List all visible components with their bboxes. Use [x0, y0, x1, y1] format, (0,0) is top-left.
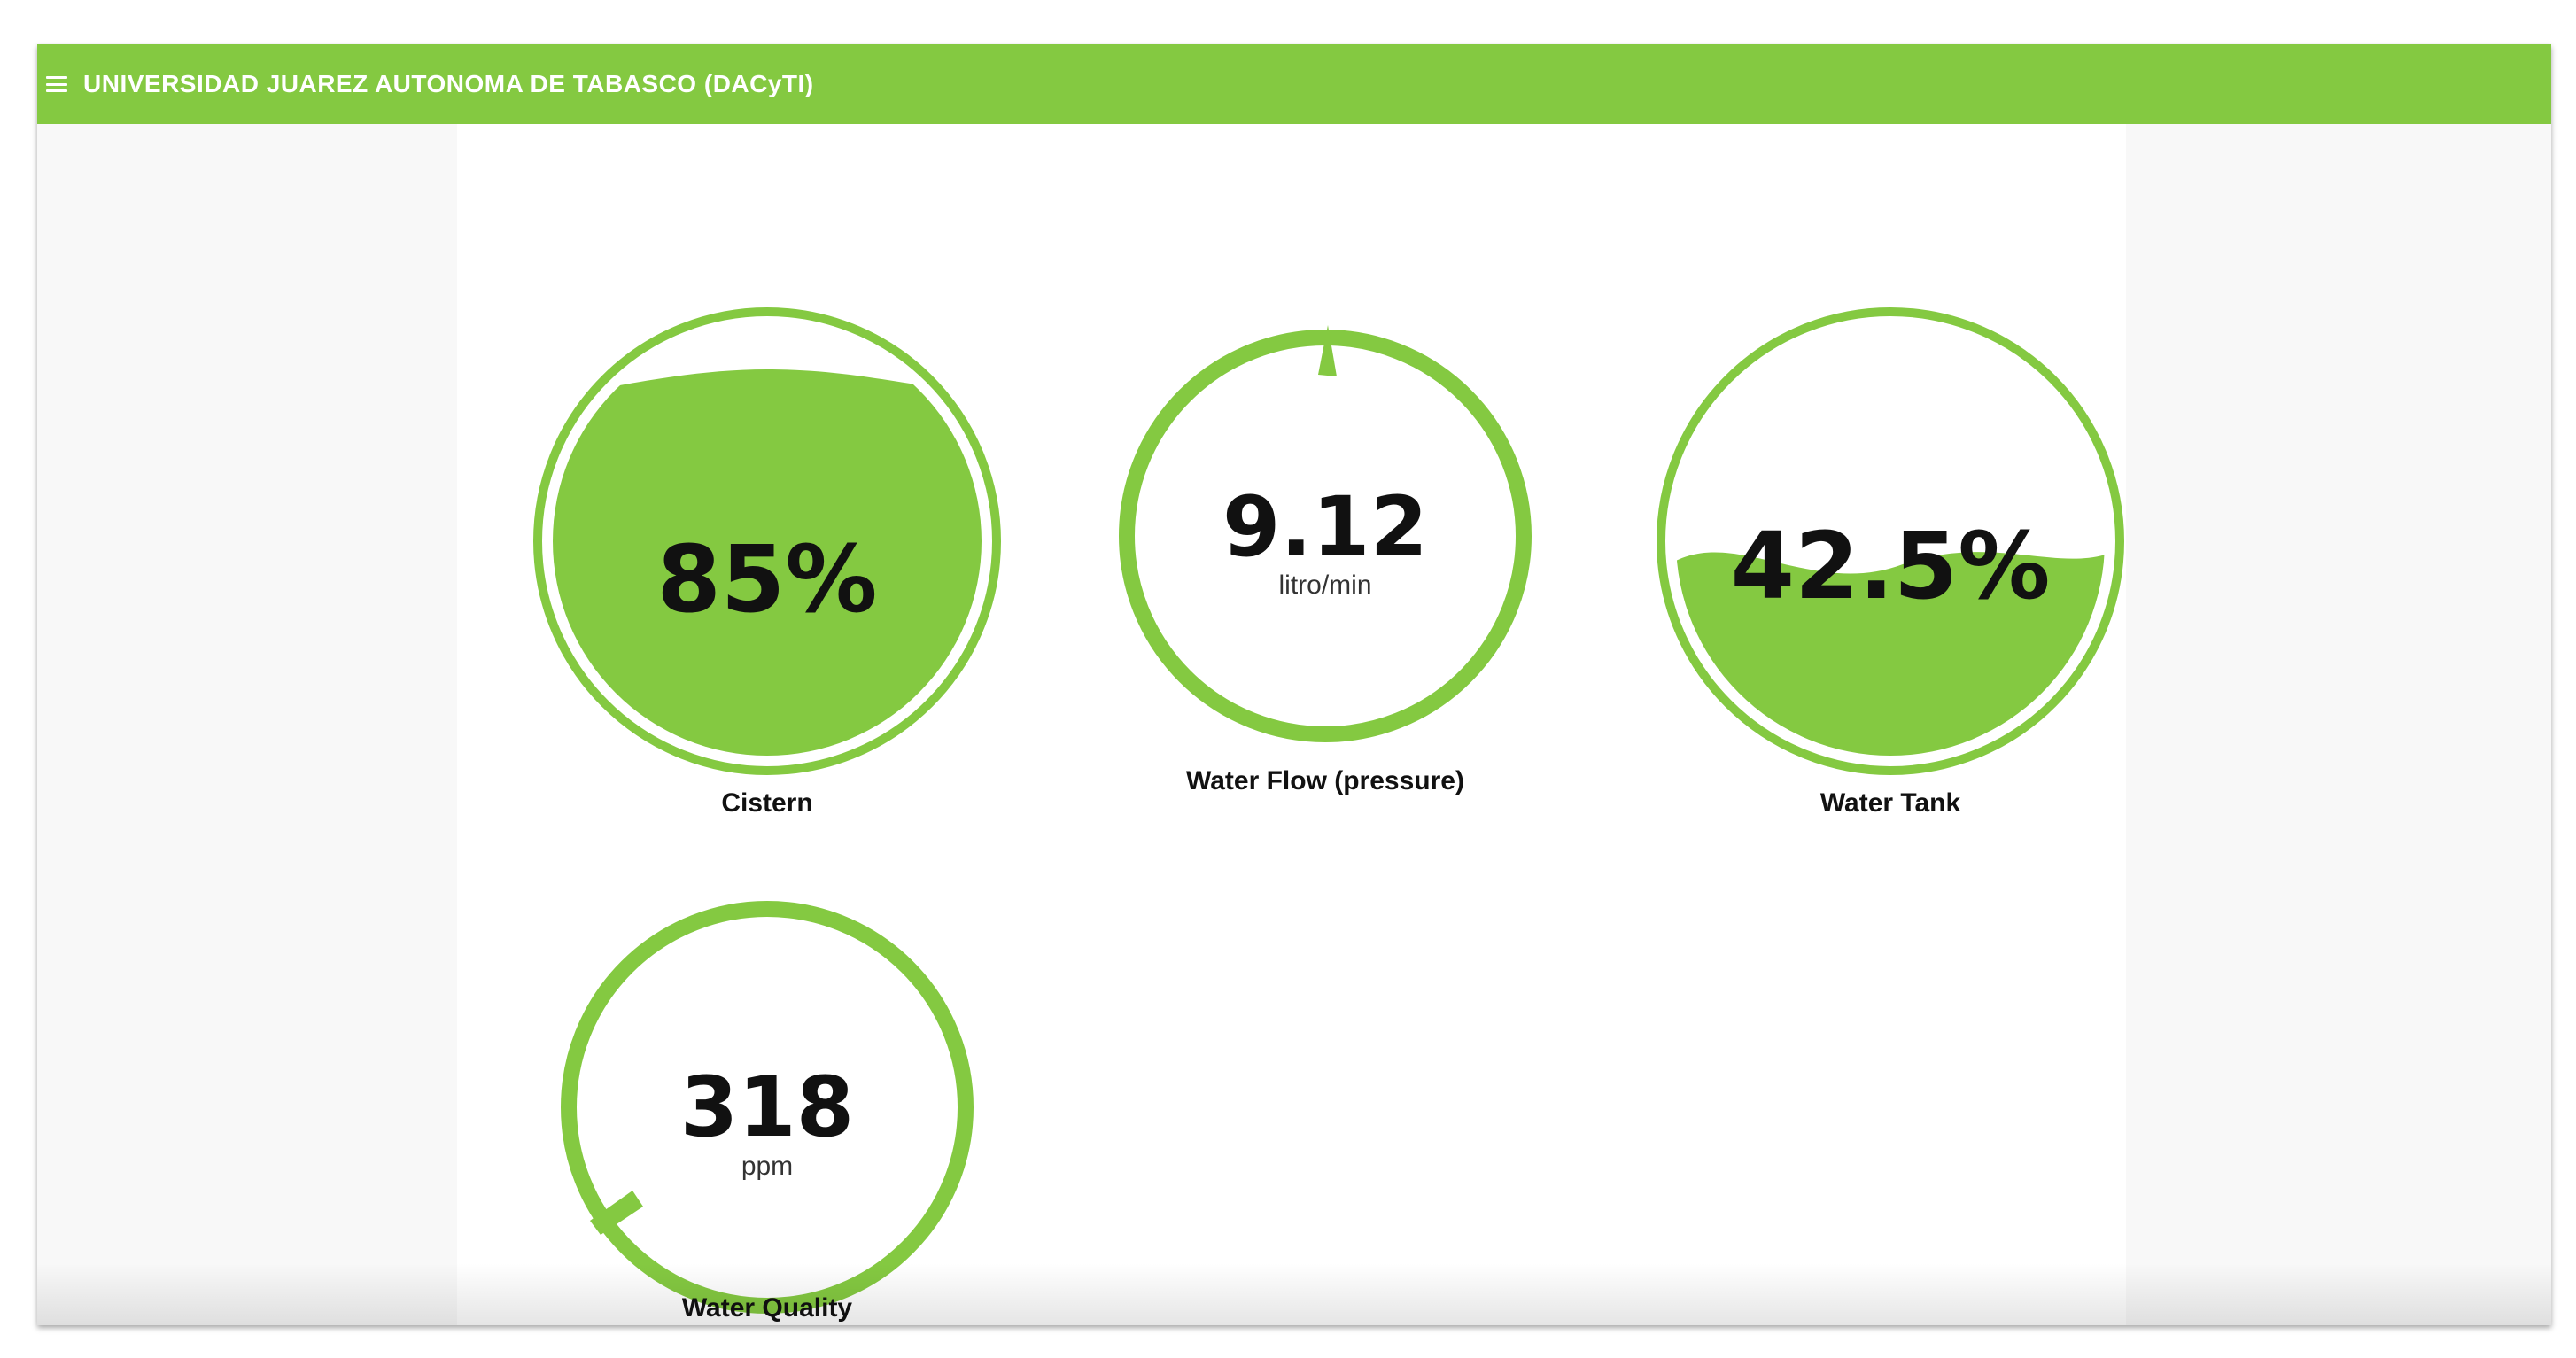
cistern-label: Cistern	[721, 788, 813, 818]
water-quality-indicator	[590, 1191, 643, 1235]
water-tank-value: 42.5%	[1731, 512, 2051, 620]
app-window: UNIVERSIDAD JUAREZ AUTONOMA DE TABASCO (…	[37, 44, 2551, 1325]
water-quality-gauge-graphic: 318 ppm	[561, 901, 974, 1314]
water-tank-gauge-graphic: 42.5%	[1657, 307, 2124, 775]
water-tank-gauge: 42.5% Water Tank	[1655, 306, 2126, 837]
water-quality-label: Water Quality	[681, 1293, 853, 1323]
water-quality-unit: ppm	[741, 1152, 793, 1181]
water-flow-gauge-graphic: 9.12 litro/min	[1119, 325, 1532, 742]
cistern-liquid	[553, 369, 982, 756]
water-flow-label: Water Flow (pressure)	[1186, 766, 1464, 795]
cistern-gauge-graphic: 85%	[533, 307, 1001, 775]
cistern-gauge: 85% Cistern	[531, 306, 1003, 837]
water-quality-value: 318	[680, 1059, 854, 1156]
water-flow-value: 9.12	[1222, 479, 1428, 576]
water-flow-indicator	[1318, 325, 1337, 376]
hamburger-menu-icon[interactable]	[46, 76, 67, 92]
top-app-bar: UNIVERSIDAD JUAREZ AUTONOMA DE TABASCO (…	[37, 44, 2551, 124]
water-flow-gauge: 9.12 litro/min Water Flow (pressure)	[1113, 323, 1538, 819]
water-tank-liquid	[1676, 552, 2105, 756]
app-title: UNIVERSIDAD JUAREZ AUTONOMA DE TABASCO (…	[83, 70, 814, 97]
cistern-value: 85%	[657, 525, 878, 633]
water-tank-label: Water Tank	[1819, 788, 1961, 818]
dashboard-content: 85% Cistern 9.12 litro/min Water Flow (p…	[457, 124, 2126, 1325]
water-quality-gauge: 318 ppm Water Quality	[555, 895, 980, 1325]
water-flow-unit: litro/min	[1278, 570, 1371, 600]
